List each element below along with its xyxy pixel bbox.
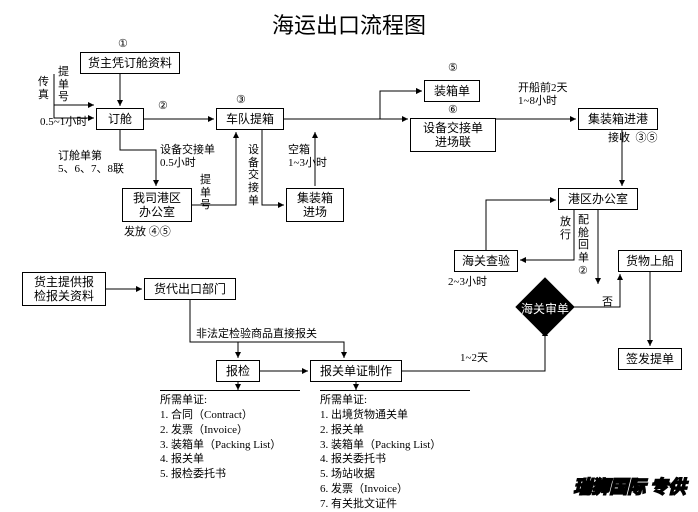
doc-list-item: 4. 报关委托书 [320,452,470,467]
page-title: 海运出口流程图 [0,8,698,40]
doc-list-item: 1. 合同（Contract） [160,408,300,423]
label-circled-2: ② [158,100,168,113]
node-port-office-ours: 我司港区 办公室 [122,188,192,222]
doc-list-item: 1. 出境货物通关单 [320,408,470,423]
label-empty-box: 空箱 1~3小时 [288,144,327,169]
doc-list-item: 2. 发票（Invoice） [160,423,300,438]
doc-list-item: 3. 装箱单（Packing List） [160,438,300,453]
label-no: 否 [602,296,613,309]
label-1-2d: 1~2天 [460,352,488,365]
label-eir-halfhour: 设备交接单 0.5小时 [160,144,215,169]
label-receive: 接收 ③⑤ [608,132,658,145]
doc-list-item: 2. 报关单 [320,423,470,438]
label-circled-1: ① [118,38,128,51]
node-port-office: 港区办公室 [558,188,638,210]
label-fax: 传 真 [38,76,49,101]
label-release: 放 行 [560,216,571,241]
label-before-sail: 开船前2天 1~8小时 [518,82,568,107]
label-halfhour: 0.5~1小时 [40,116,87,129]
label-stowage-receipt: 配 舱 回 单 ② [578,214,589,277]
node-booking: 订舱 [96,108,144,130]
watermark: 瑞狮国际 专供 [574,473,687,499]
doc-list-item: 5. 报检委托书 [160,467,300,482]
doc-list-item: 7. 有关批文证件 [320,497,470,512]
label-direct-customs: 非法定检验商品直接报关 [196,328,317,341]
doc-list-item: 6. 发票（Invoice） [320,482,470,497]
node-container-yard: 集装箱 进场 [286,188,344,222]
label-2-3h: 2~3小时 [448,276,487,289]
doc-list-item: 3. 装箱单（Packing List） [320,438,470,453]
doc-list-header: 所需单证: [160,393,300,408]
doc-list-item: 5. 场站收据 [320,467,470,482]
label-circled-3: ③ [236,94,246,107]
node-issue-bl: 签发提单 [618,348,682,370]
doc-list-header: 所需单证: [320,393,470,408]
node-inspection: 报检 [216,360,260,382]
label-bl-no-1: 提 单 号 [58,66,69,104]
node-customs-doc-prep: 报关单证制作 [310,360,402,382]
label-circled-5: ⑤ [448,62,458,75]
label-eir-vertical: 设 备 交 接 单 [248,144,259,207]
decision-customs-review [515,277,574,336]
node-customs-inspect: 海关查验 [454,250,518,272]
doc-list-item: 4. 报关单 [160,452,300,467]
label-booking-copies: 订舱单第 5、6、7、8联 [58,150,124,175]
doc-list-inspection: 所需单证: 1. 合同（Contract） 2. 发票（Invoice） 3. … [160,390,300,482]
node-eir-in: 设备交接单 进场联 [410,118,496,152]
node-truck-pickup: 车队提箱 [216,108,284,130]
label-circled-6: ⑥ [448,104,458,117]
node-packing-list: 装箱单 [424,80,480,102]
node-export-dept: 货代出口部门 [144,278,236,300]
node-shipper-booking-data: 货主凭订舱资料 [80,52,180,74]
node-shipper-docs: 货主提供报 检报关资料 [22,272,106,306]
doc-list-customs: 所需单证: 1. 出境货物通关单 2. 报关单 3. 装箱单（Packing L… [320,390,470,512]
node-cargo-onboard: 货物上船 [618,250,682,272]
label-issue: 发放 ④⑤ [124,226,171,239]
node-container-to-port: 集装箱进港 [578,108,658,130]
label-bl-no-2: 提 单 号 [200,174,211,212]
